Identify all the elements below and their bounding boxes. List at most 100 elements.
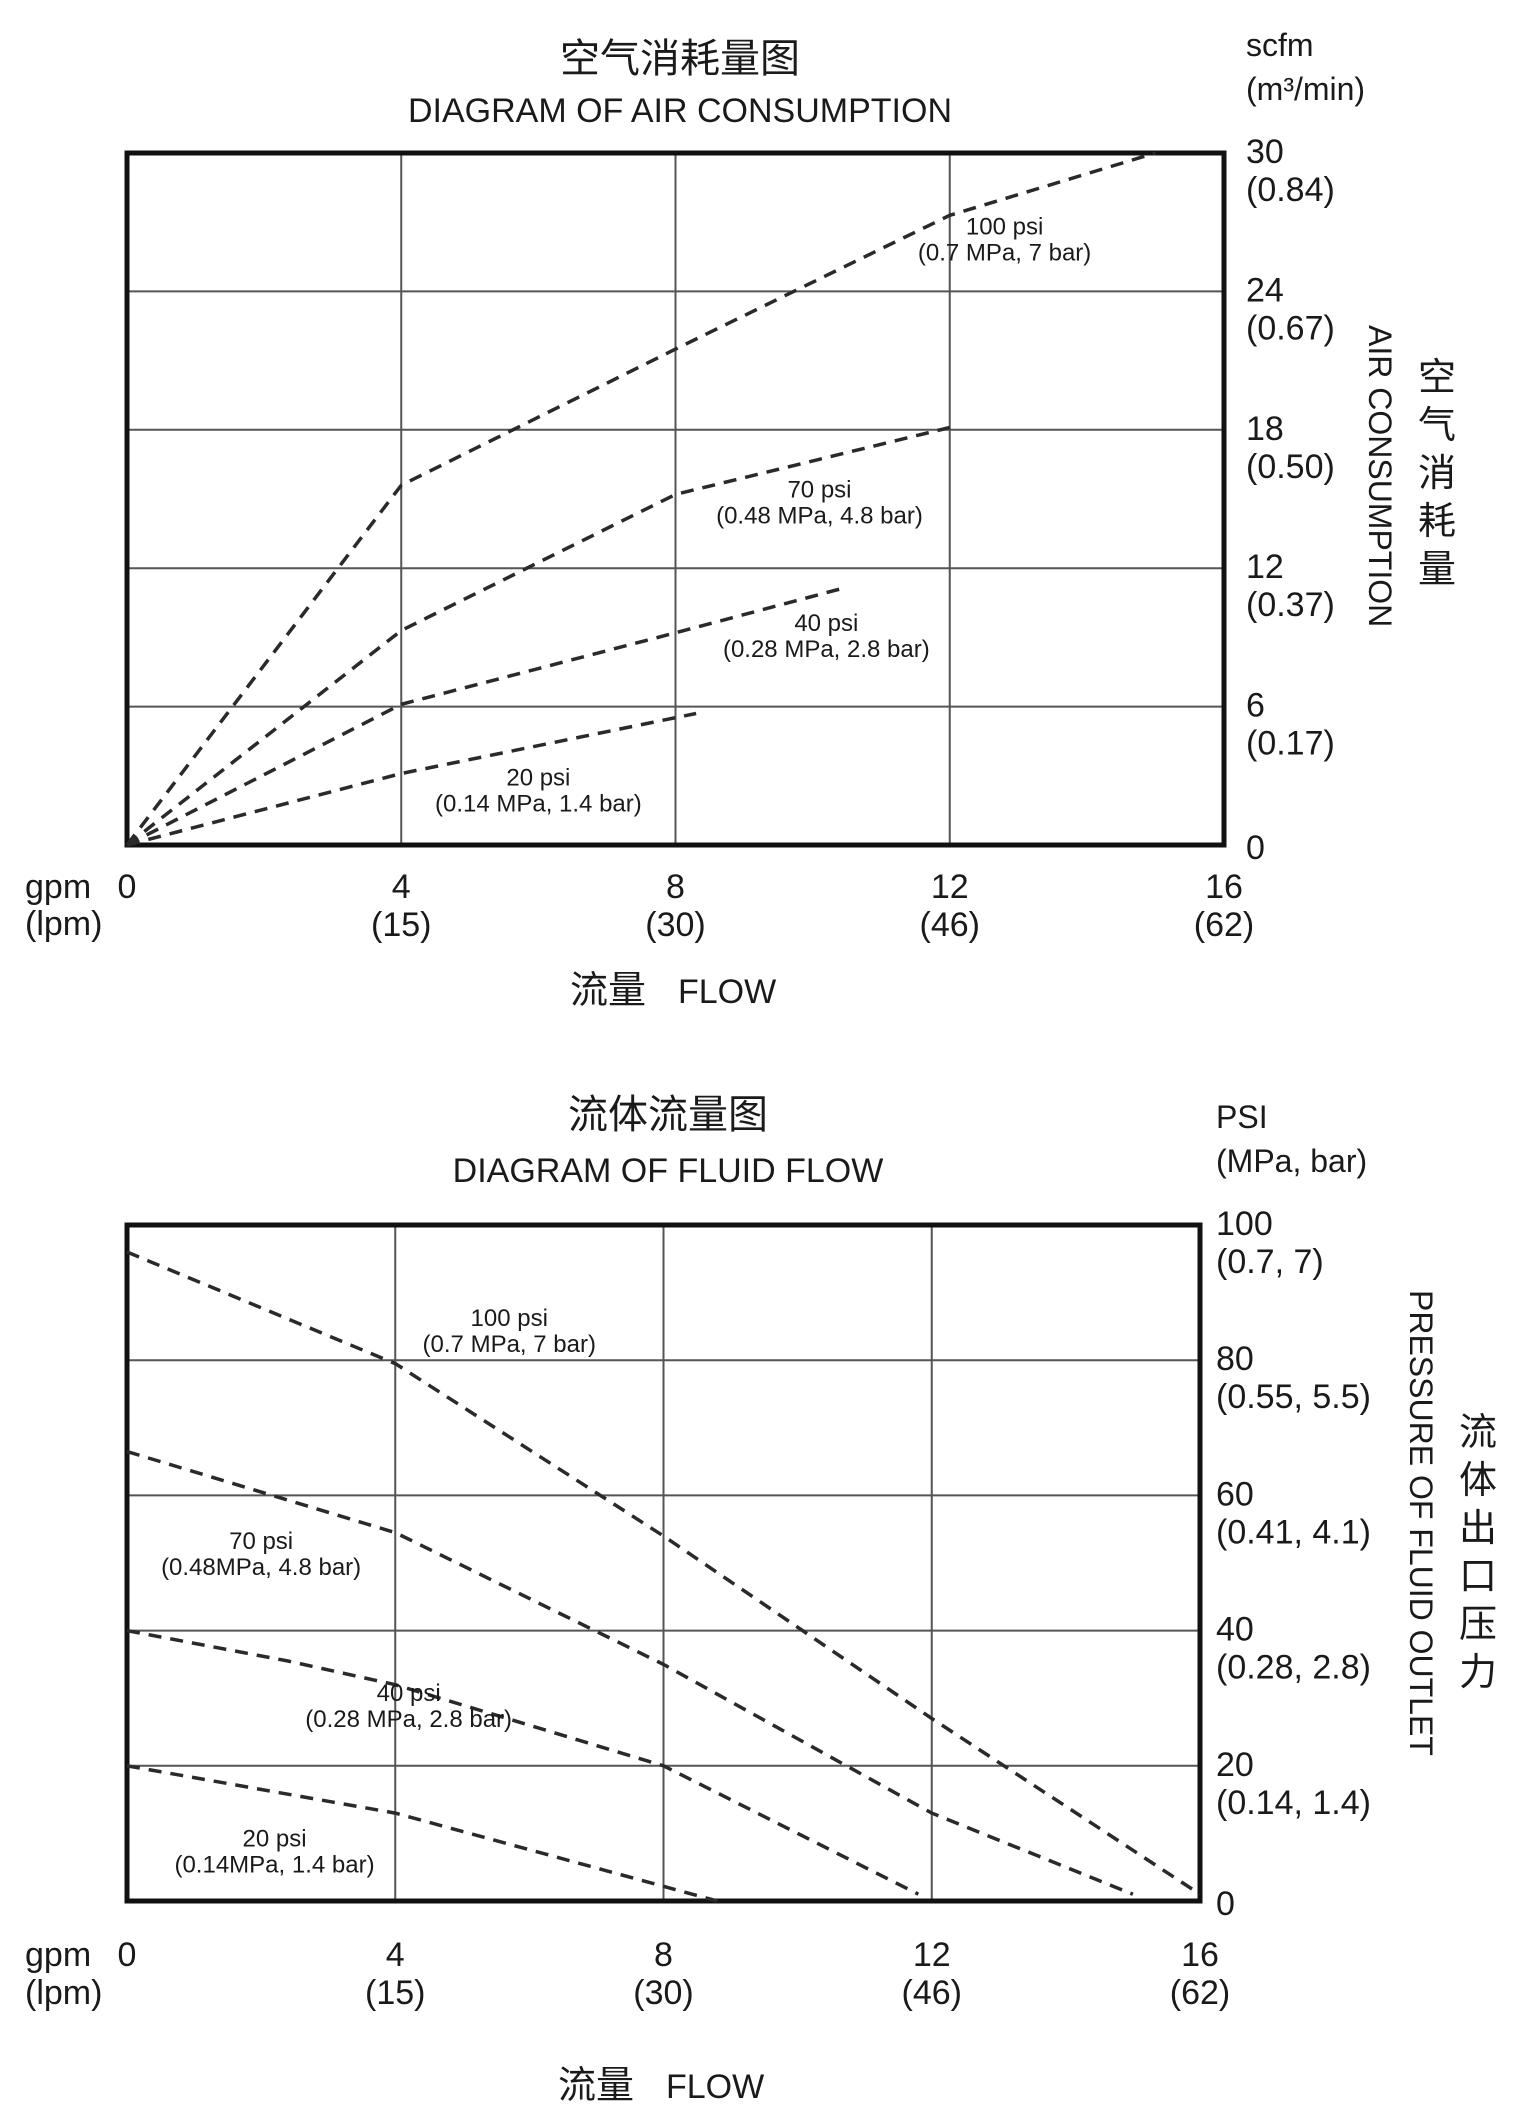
series-label: 40 psi bbox=[794, 610, 858, 637]
series-label: 20 psi bbox=[243, 1825, 307, 1852]
series-curves bbox=[125, 151, 1156, 847]
y-tick-label: 30 bbox=[1246, 133, 1284, 171]
y-tick-sublabel: (0.37) bbox=[1246, 586, 1335, 624]
y-axis-label-cn-char: 出 bbox=[1459, 1506, 1497, 1550]
x-axis-label: FLOW bbox=[666, 2068, 764, 2106]
y-tick-sublabel: (0.28, 2.8) bbox=[1216, 1649, 1371, 1687]
series-label-sub: (0.48 MPa, 4.8 bar) bbox=[716, 502, 923, 529]
x-tick-sublabel: (46) bbox=[920, 906, 980, 944]
x-tick-sublabel: (15) bbox=[365, 1974, 425, 2012]
y-tick-label: 24 bbox=[1246, 271, 1284, 309]
y-axis-label-cn-char: 消 bbox=[1418, 451, 1456, 495]
series-label: 70 psi bbox=[787, 476, 851, 503]
x-tick-labels: 0 4(15) 8(30) 12(46) 16(62) bbox=[118, 868, 1255, 944]
x-tick-sublabel: (30) bbox=[645, 906, 705, 944]
x-tick-label: 8 bbox=[654, 1936, 673, 1974]
y-tick-label: 40 bbox=[1216, 1611, 1254, 1649]
series-labels: 100 psi(0.7 MPa, 7 bar) 70 psi(0.48 MPa, … bbox=[435, 213, 1091, 817]
series-label-sub: (0.28 MPa, 2.8 bar) bbox=[305, 1706, 512, 1733]
x-tick-sublabel: (46) bbox=[902, 1974, 962, 2012]
y-axis-label: AIR CONSUMPTION bbox=[1362, 325, 1398, 627]
y-tick-label: 18 bbox=[1246, 410, 1284, 448]
series-label-sub: (0.7 MPa, 7 bar) bbox=[423, 1331, 596, 1358]
series-label-sub: (0.7 MPa, 7 bar) bbox=[918, 239, 1091, 266]
x-unit-secondary: (lpm) bbox=[25, 905, 102, 943]
y-axis-label: PRESSURE OF FLUID OUTLET bbox=[1403, 1290, 1439, 1756]
series-curve-40-psi bbox=[126, 587, 841, 847]
y-axis-label-cn-char: 量 bbox=[1418, 547, 1456, 591]
x-unit-primary: gpm bbox=[25, 868, 91, 906]
series-curve-100-psi bbox=[125, 151, 1156, 847]
y-axis-label-cn: 空气消耗量 bbox=[1418, 355, 1456, 591]
series-curve-70-psi bbox=[125, 425, 951, 847]
series-label: 40 psi bbox=[377, 1680, 441, 1707]
x-axis-label-cn: 流量 bbox=[570, 968, 646, 1012]
x-unit-secondary: (lpm) bbox=[25, 1974, 102, 2012]
series-label-sub: (0.48MPa, 4.8 bar) bbox=[161, 1554, 361, 1581]
series-labels: 100 psi(0.7 MPa, 7 bar) 70 psi(0.48MPa, 4… bbox=[161, 1305, 596, 1879]
y-axis-label-cn-char: 力 bbox=[1459, 1650, 1497, 1694]
x-tick-label: 0 bbox=[118, 1936, 137, 1974]
x-tick-label: 12 bbox=[931, 868, 969, 906]
grid-lines bbox=[127, 153, 1224, 845]
x-unit-primary: gpm bbox=[25, 1936, 91, 1974]
y-tick-label: 0 bbox=[1216, 1885, 1235, 1923]
x-tick-label: 8 bbox=[666, 868, 685, 906]
y-tick-sublabel: (0.84) bbox=[1246, 171, 1335, 209]
chart-title: DIAGRAM OF FLUID FLOW bbox=[453, 1152, 884, 1190]
series-curve-100-psi bbox=[126, 1250, 1201, 1896]
y-tick-sublabel: (0.17) bbox=[1246, 725, 1335, 763]
y-tick-sublabel: (0.14, 1.4) bbox=[1216, 1784, 1371, 1822]
x-tick-label: 16 bbox=[1181, 1936, 1219, 1974]
series-label-sub: (0.28 MPa, 2.8 bar) bbox=[723, 636, 930, 663]
y-tick-sublabel: (0.41, 4.1) bbox=[1216, 1513, 1371, 1551]
x-tick-label: 0 bbox=[118, 868, 137, 906]
y-unit-secondary: (MPa, bar) bbox=[1216, 1143, 1367, 1179]
series-label: 70 psi bbox=[229, 1528, 293, 1555]
series-curve-20-psi bbox=[126, 711, 697, 847]
x-tick-sublabel: (15) bbox=[371, 906, 431, 944]
x-tick-sublabel: (30) bbox=[633, 1974, 693, 2012]
y-unit-primary: scfm bbox=[1246, 27, 1314, 63]
y-axis-label-cn-char: 体 bbox=[1459, 1458, 1497, 1502]
chart-title-cn: 空气消耗量图 bbox=[560, 36, 800, 82]
y-tick-sublabel: (0.67) bbox=[1246, 309, 1335, 347]
chart-title-cn: 流体流量图 bbox=[568, 1092, 768, 1138]
series-label: 100 psi bbox=[966, 213, 1043, 240]
x-tick-labels: 0 4(15) 8(30) 12(46) 16(62) bbox=[118, 1936, 1231, 2012]
y-tick-labels: 0 20(0.14, 1.4) 40(0.28, 2.8) 60(0.41, 4.1)… bbox=[1216, 1205, 1371, 1923]
y-tick-label: 6 bbox=[1246, 687, 1265, 725]
y-axis-label-cn-char: 空 bbox=[1418, 355, 1456, 399]
x-tick-label: 4 bbox=[392, 868, 411, 906]
chart-title: DIAGRAM OF AIR CONSUMPTION bbox=[408, 92, 952, 130]
y-tick-label: 0 bbox=[1246, 829, 1265, 867]
series-label: 100 psi bbox=[471, 1305, 548, 1332]
series-curve-40-psi bbox=[126, 1628, 920, 1896]
y-unit-primary: PSI bbox=[1216, 1099, 1268, 1135]
y-tick-sublabel: (0.55, 5.5) bbox=[1216, 1378, 1371, 1416]
fluid-flow-chart: 流体流量图 DIAGRAM OF FLUID FLOW PSI (MPa, ba… bbox=[25, 1092, 1497, 2107]
y-unit-secondary: (m³/min) bbox=[1246, 71, 1365, 107]
y-axis-label-cn-char: 口 bbox=[1459, 1554, 1497, 1598]
x-axis-label-cn: 流量 bbox=[558, 2063, 634, 2107]
y-tick-sublabel: (0.7, 7) bbox=[1216, 1243, 1324, 1281]
y-axis-label-cn-char: 压 bbox=[1459, 1602, 1497, 1646]
x-tick-sublabel: (62) bbox=[1170, 1974, 1230, 2012]
series-curve-70-psi bbox=[126, 1449, 1134, 1896]
x-tick-label: 4 bbox=[386, 1936, 405, 1974]
y-tick-label: 100 bbox=[1216, 1205, 1273, 1243]
y-tick-sublabel: (0.50) bbox=[1246, 448, 1335, 486]
plot-frame bbox=[124, 1222, 1203, 1904]
y-tick-label: 12 bbox=[1246, 548, 1284, 586]
series-curves bbox=[126, 1250, 1201, 1903]
x-axis-label: FLOW bbox=[678, 973, 776, 1011]
series-curve-20-psi bbox=[126, 1764, 718, 1903]
x-tick-label: 16 bbox=[1205, 868, 1243, 906]
y-axis-label-cn-char: 流 bbox=[1459, 1410, 1497, 1454]
series-label: 20 psi bbox=[506, 765, 570, 792]
y-tick-label: 80 bbox=[1216, 1340, 1254, 1378]
plot-frame bbox=[124, 150, 1227, 848]
series-label-sub: (0.14MPa, 1.4 bar) bbox=[174, 1851, 374, 1878]
